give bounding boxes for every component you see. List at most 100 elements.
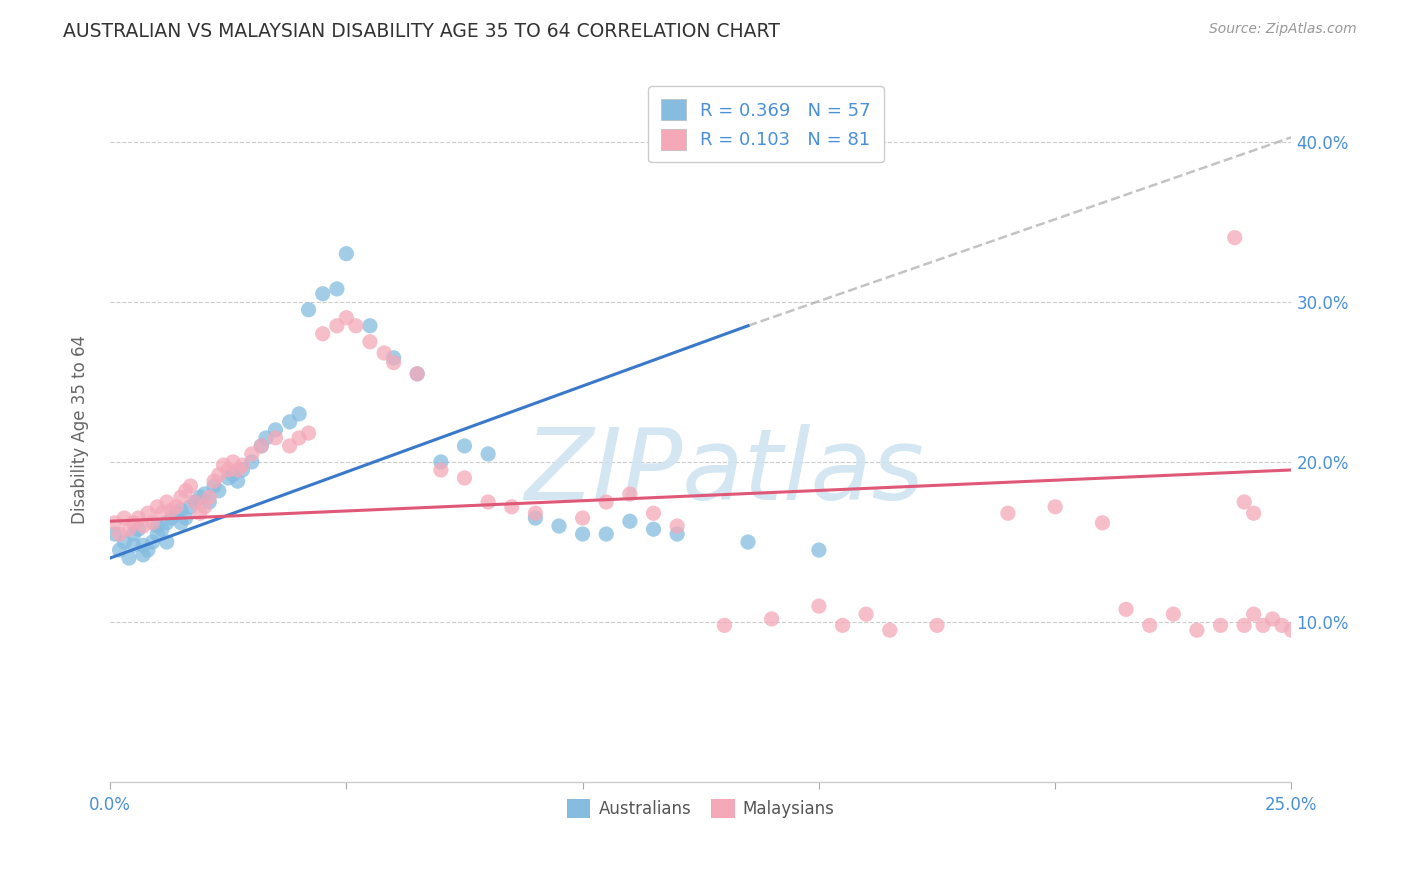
Point: [855, 607, 877, 621]
Point: [112, 511, 135, 525]
Point: [231, 458, 253, 472]
Point: [326, 282, 349, 296]
Point: [1243, 607, 1265, 621]
Point: [212, 458, 235, 472]
Point: [1281, 623, 1303, 637]
Point: [240, 455, 263, 469]
Point: [264, 423, 287, 437]
Legend: Australians, Malaysians: Australians, Malaysians: [560, 792, 841, 825]
Point: [208, 483, 231, 498]
Point: [1289, 615, 1312, 629]
Point: [226, 474, 249, 488]
Point: [184, 495, 207, 509]
Point: [165, 506, 187, 520]
Point: [132, 519, 155, 533]
Point: [335, 246, 357, 260]
Point: [112, 535, 135, 549]
Point: [831, 618, 853, 632]
Point: [1261, 612, 1284, 626]
Point: [142, 516, 165, 530]
Point: [807, 599, 830, 614]
Point: [208, 467, 231, 482]
Point: [524, 506, 547, 520]
Point: [188, 506, 211, 520]
Point: [174, 483, 197, 498]
Point: [170, 490, 193, 504]
Point: [122, 538, 145, 552]
Point: [1115, 602, 1137, 616]
Point: [761, 612, 783, 626]
Point: [194, 500, 217, 514]
Point: [430, 463, 453, 477]
Point: [240, 447, 263, 461]
Point: [477, 447, 499, 461]
Point: [198, 495, 221, 509]
Point: [382, 351, 405, 365]
Point: [1209, 618, 1232, 632]
Point: [118, 522, 141, 536]
Point: [1091, 516, 1114, 530]
Point: [174, 511, 197, 525]
Point: [217, 463, 239, 477]
Point: [1163, 607, 1185, 621]
Point: [222, 455, 245, 469]
Point: [524, 511, 547, 525]
Point: [453, 471, 475, 485]
Point: [156, 535, 179, 549]
Point: [430, 455, 453, 469]
Point: [1271, 618, 1294, 632]
Point: [146, 519, 169, 533]
Point: [226, 463, 249, 477]
Point: [326, 318, 349, 333]
Point: [179, 479, 201, 493]
Point: [136, 543, 159, 558]
Point: [737, 535, 759, 549]
Point: [184, 495, 207, 509]
Point: [571, 527, 593, 541]
Point: [501, 500, 523, 514]
Point: [297, 302, 319, 317]
Point: [118, 551, 141, 566]
Point: [453, 439, 475, 453]
Point: [142, 535, 165, 549]
Point: [1317, 714, 1340, 729]
Point: [1299, 618, 1322, 632]
Point: [194, 487, 217, 501]
Point: [202, 474, 225, 488]
Point: [1327, 519, 1350, 533]
Point: [146, 500, 169, 514]
Point: [108, 527, 131, 541]
Point: [1309, 612, 1331, 626]
Point: [278, 415, 301, 429]
Point: [666, 527, 689, 541]
Point: [288, 407, 311, 421]
Point: [643, 522, 665, 536]
Point: [156, 495, 179, 509]
Point: [666, 519, 689, 533]
Point: [807, 543, 830, 558]
Point: [595, 495, 617, 509]
Point: [297, 426, 319, 441]
Point: [997, 506, 1019, 520]
Point: [373, 346, 395, 360]
Point: [1185, 623, 1208, 637]
Point: [170, 516, 193, 530]
Point: [217, 471, 239, 485]
Point: [122, 527, 145, 541]
Point: [288, 431, 311, 445]
Point: [1233, 495, 1256, 509]
Point: [477, 495, 499, 509]
Point: [104, 527, 127, 541]
Point: [382, 356, 405, 370]
Point: [571, 511, 593, 525]
Point: [1223, 230, 1246, 244]
Point: [1233, 618, 1256, 632]
Point: [619, 514, 641, 528]
Point: [359, 334, 381, 349]
Point: [250, 439, 273, 453]
Point: [278, 439, 301, 453]
Point: [127, 522, 149, 536]
Point: [312, 326, 335, 341]
Point: [1251, 618, 1274, 632]
Point: [150, 506, 173, 520]
